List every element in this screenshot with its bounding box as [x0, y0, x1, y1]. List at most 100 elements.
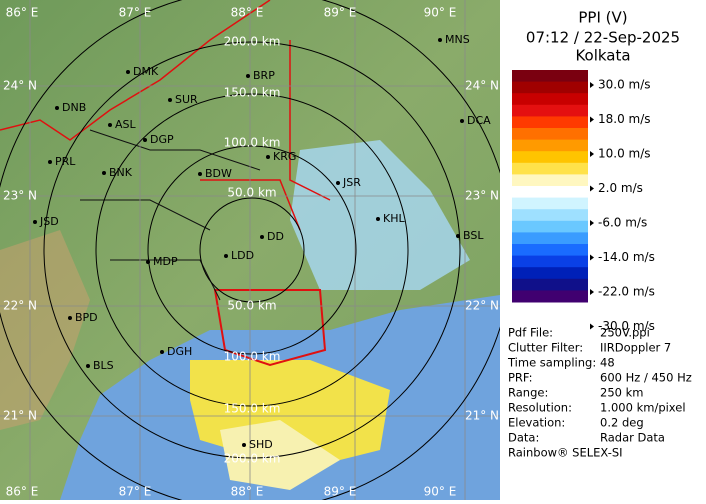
lon-label: 88° E — [231, 485, 264, 499]
city-label: BPD — [75, 311, 98, 324]
lat-label: 23° N — [3, 189, 37, 203]
range-rings — [0, 0, 500, 500]
legend-tick — [590, 116, 594, 123]
footer: Rainbow® SELEX-SI — [508, 446, 623, 460]
ring-label: 150.0 km — [224, 402, 281, 416]
info-value: 0.2 deg — [600, 416, 644, 430]
legend-label: -22.0 m/s — [598, 285, 655, 299]
ring-label: 100.0 km — [224, 136, 281, 150]
ring-label: 50.0 km — [227, 299, 276, 313]
graticule — [0, 0, 500, 500]
lon-label: 88° E — [231, 6, 264, 20]
city-label: BSL — [463, 229, 484, 242]
legend-swatch — [512, 186, 588, 199]
city-label: DD — [267, 230, 284, 243]
info-key: Clutter Filter: — [508, 341, 583, 355]
city-dot — [48, 160, 52, 164]
lon-label: 87° E — [119, 6, 152, 20]
city-label: ASL — [115, 118, 137, 131]
lon-label: 86° E — [6, 6, 39, 20]
city-dot — [86, 364, 90, 368]
legend-tick — [590, 151, 594, 157]
legend-swatch — [512, 290, 588, 303]
city-dot — [68, 316, 72, 320]
city-label: BRP — [253, 69, 275, 82]
city-dot — [168, 98, 172, 102]
legend-label: -14.0 m/s — [598, 250, 655, 264]
legend-label: -6.0 m/s — [598, 216, 647, 230]
legend-tick — [590, 289, 594, 295]
city-dot — [376, 217, 380, 221]
legend-swatch — [512, 81, 588, 94]
city-dot — [143, 138, 147, 142]
city-label: BLS — [93, 359, 114, 372]
ring-label: 100.0 km — [224, 350, 281, 364]
city-label: BNK — [109, 166, 133, 179]
plateau — [0, 230, 90, 430]
city-dot — [460, 119, 464, 123]
city-dot — [126, 70, 130, 74]
panel-station: Kolkata — [575, 47, 630, 65]
city-label: DNB — [62, 101, 86, 114]
city-dot — [198, 172, 202, 176]
city-label: JSR — [342, 176, 361, 189]
legend-tick — [590, 220, 594, 226]
city-label: SHD — [249, 438, 273, 451]
city-label: JSD — [39, 215, 59, 228]
city-dot — [266, 155, 270, 159]
legend-tick — [590, 254, 594, 261]
legend-swatch — [512, 162, 588, 175]
legend-tick — [590, 323, 594, 330]
city-dot — [160, 350, 164, 354]
legend-swatch — [512, 116, 588, 129]
city-label: DGP — [150, 133, 174, 146]
legend-label: 2.0 m/s — [598, 181, 643, 195]
legend-swatch — [512, 232, 588, 245]
info-key: Time sampling: — [507, 356, 596, 370]
color-legend: 30.0 m/s 18.0 m/s 10.0 m/s 2.0 m/s -6.0 m/s -… — [512, 70, 655, 333]
legend-swatch — [512, 104, 588, 117]
legend-label: -30.0 m/s — [598, 319, 655, 333]
info-key: PRF: — [508, 371, 533, 385]
lat-label: 21° N — [3, 409, 37, 423]
lat-label: 24° N — [465, 79, 499, 93]
lon-label: 87° E — [119, 485, 152, 499]
legend-swatch — [512, 220, 588, 233]
city-label: LDD — [231, 249, 254, 262]
legend-swatch — [512, 267, 588, 280]
legend-tick — [590, 185, 594, 192]
lat-label: 21° N — [465, 409, 499, 423]
info-value: 250V.ppi — [600, 326, 650, 340]
lon-label: 90° E — [424, 6, 457, 20]
info-value: Radar Data — [600, 431, 665, 445]
city-label: MDP — [153, 255, 178, 268]
ring-label: 150.0 km — [224, 86, 281, 100]
legend-swatch — [512, 174, 588, 187]
lon-label: 86° E — [6, 485, 39, 499]
city-label: DMK — [133, 65, 159, 78]
lat-label: 24° N — [3, 79, 37, 93]
lon-label: 89° E — [324, 485, 357, 499]
legend-label: 30.0 m/s — [598, 78, 651, 92]
legend-tick — [590, 82, 594, 88]
legend-swatch — [512, 93, 588, 106]
radar-map: 86° E 86° E 87° E 87° E 88° E 88° E 89° E 89° E… — [0, 0, 500, 500]
city-dot — [33, 220, 37, 224]
info-key: Resolution: — [508, 401, 572, 415]
panel-title: PPI (V) — [578, 9, 627, 27]
city-dot — [456, 234, 460, 238]
echo-blue — [290, 140, 470, 290]
lat-label: 22° N — [465, 299, 499, 313]
map-labels: 86° E 86° E 87° E 87° E 88° E 88° E 89° E 89° E… — [3, 6, 499, 499]
city-dot — [246, 74, 250, 78]
info-key: Pdf File: — [508, 326, 553, 340]
info-value: 48 — [600, 356, 615, 370]
legend-swatch — [512, 151, 588, 164]
panel-datetime: 07:12 / 22-Sep-2025 — [526, 29, 680, 47]
info-value: IIRDoppler 7 — [600, 341, 671, 355]
lat-label: 22° N — [3, 299, 37, 313]
ring-label: 200.0 km — [224, 452, 281, 466]
lon-label: 90° E — [424, 485, 457, 499]
city-label: BDW — [205, 167, 232, 180]
